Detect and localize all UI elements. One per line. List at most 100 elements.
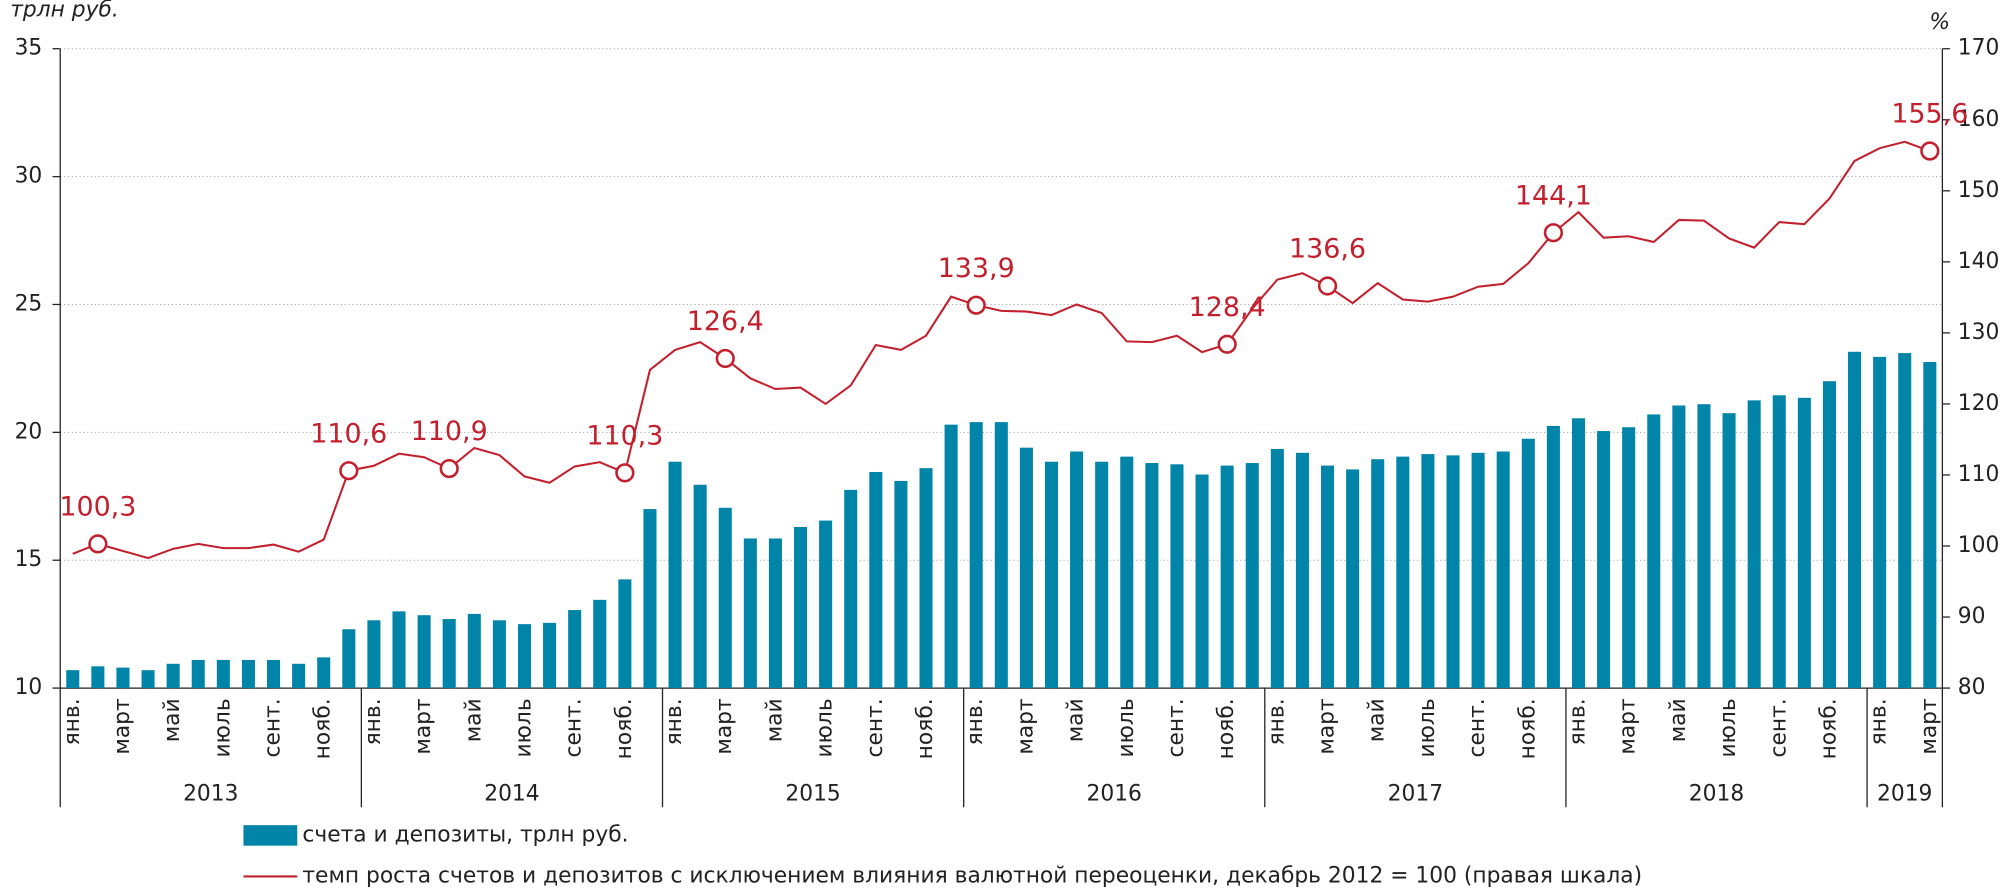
x-tick-label: май bbox=[160, 698, 185, 742]
bar bbox=[768, 538, 782, 689]
bar bbox=[1622, 427, 1636, 689]
bar bbox=[743, 538, 757, 689]
bar bbox=[1797, 397, 1811, 689]
x-tick-label: май bbox=[1064, 698, 1089, 742]
bar bbox=[593, 599, 607, 689]
bar bbox=[1321, 465, 1335, 689]
bar bbox=[166, 663, 180, 689]
bar bbox=[191, 659, 205, 689]
x-tick-label: июль bbox=[1114, 698, 1139, 757]
bar bbox=[1346, 469, 1360, 689]
year-label: 2017 bbox=[1388, 781, 1443, 806]
x-tick-label: сент. bbox=[562, 698, 587, 757]
bar bbox=[819, 520, 833, 689]
x-tick-label: июль bbox=[210, 698, 235, 757]
x-tick-label: сент. bbox=[261, 698, 286, 757]
year-label: 2015 bbox=[785, 781, 840, 806]
data-label: 136,6 bbox=[1289, 234, 1366, 265]
x-tick-label: янв. bbox=[1565, 698, 1590, 745]
point-marker bbox=[1920, 141, 1940, 161]
bar bbox=[919, 468, 933, 689]
bar bbox=[517, 624, 532, 689]
bar bbox=[894, 480, 908, 689]
y2-tick-label: 80 bbox=[1958, 675, 1986, 700]
data-label: 110,6 bbox=[310, 418, 387, 449]
year-label: 2019 bbox=[1877, 781, 1932, 806]
bar bbox=[1672, 405, 1686, 689]
data-label: 128,4 bbox=[1189, 292, 1266, 323]
x-tick-label: янв. bbox=[361, 698, 386, 745]
x-tick-label: нояб. bbox=[311, 698, 336, 759]
data-label: 110,9 bbox=[411, 416, 488, 447]
bar bbox=[66, 670, 80, 689]
line bbox=[72, 140, 1931, 560]
bar bbox=[668, 461, 682, 689]
bar bbox=[1697, 404, 1711, 689]
x-tick-label: янв. bbox=[1867, 698, 1892, 745]
bar bbox=[693, 484, 707, 689]
y-tick-label: 30 bbox=[15, 164, 43, 189]
year-label: 2014 bbox=[484, 781, 539, 806]
x-tick-label: янв. bbox=[1264, 698, 1289, 745]
x-tick-label: июль bbox=[511, 698, 536, 757]
x-tick-label: март bbox=[1917, 698, 1942, 755]
bar bbox=[1471, 452, 1485, 689]
legend-swatch bbox=[243, 825, 298, 846]
bar bbox=[1396, 456, 1410, 689]
bar bbox=[392, 611, 406, 689]
data-label: 155,6 bbox=[1891, 99, 1968, 130]
bar bbox=[116, 667, 130, 689]
y2-tick-label: 100 bbox=[1958, 533, 2000, 558]
point-marker bbox=[715, 348, 735, 369]
point-marker bbox=[615, 463, 635, 483]
x-tick-label: янв. bbox=[662, 698, 687, 745]
bar bbox=[568, 610, 582, 689]
bar bbox=[292, 663, 306, 689]
bar bbox=[1521, 438, 1535, 689]
x-tick-label: май bbox=[1666, 698, 1691, 742]
bar bbox=[1421, 454, 1435, 689]
bar bbox=[1295, 452, 1309, 689]
bar bbox=[643, 509, 657, 689]
y2-tick-label: 170 bbox=[1958, 36, 2000, 61]
bar bbox=[1019, 447, 1033, 689]
bar bbox=[994, 422, 1008, 689]
y2-tick-label: 110 bbox=[1958, 462, 2000, 487]
x-tick-label: март bbox=[712, 698, 737, 755]
bar bbox=[1747, 400, 1761, 689]
point-marker bbox=[966, 295, 986, 315]
x-tick-label: нояб. bbox=[1515, 698, 1540, 759]
bar bbox=[1848, 351, 1862, 689]
bar bbox=[1446, 455, 1460, 689]
x-tick-label: сент. bbox=[1164, 698, 1189, 757]
bar bbox=[1647, 414, 1661, 689]
point-marker bbox=[88, 534, 108, 554]
x-tick-label: март bbox=[1013, 698, 1038, 755]
bar bbox=[1371, 459, 1385, 689]
legend-label: счета и депозиты, трлн руб. bbox=[302, 822, 628, 847]
bar bbox=[1220, 465, 1234, 689]
y2-unit: % bbox=[1929, 10, 1950, 35]
year-label: 2013 bbox=[183, 781, 238, 806]
bar bbox=[141, 670, 155, 689]
y-tick-label: 35 bbox=[15, 36, 43, 61]
bar bbox=[1772, 395, 1786, 689]
point-marker bbox=[339, 461, 359, 481]
y-tick-label: 25 bbox=[15, 291, 43, 316]
bar bbox=[1496, 451, 1510, 689]
bar bbox=[1070, 451, 1084, 689]
bar bbox=[1170, 464, 1184, 689]
bar bbox=[1095, 461, 1109, 689]
x-tick-label: июль bbox=[1415, 698, 1440, 757]
bar bbox=[1898, 353, 1912, 689]
x-tick-label: нояб. bbox=[1214, 698, 1239, 759]
bar bbox=[91, 666, 105, 689]
bar bbox=[216, 659, 230, 689]
bar bbox=[317, 657, 331, 689]
x-tick-label: нояб. bbox=[1816, 698, 1841, 759]
x-tick-label: нояб. bbox=[612, 698, 637, 759]
x-tick-label: июль bbox=[1716, 698, 1741, 757]
bar bbox=[718, 507, 732, 689]
x-tick-label: июль bbox=[813, 698, 838, 757]
